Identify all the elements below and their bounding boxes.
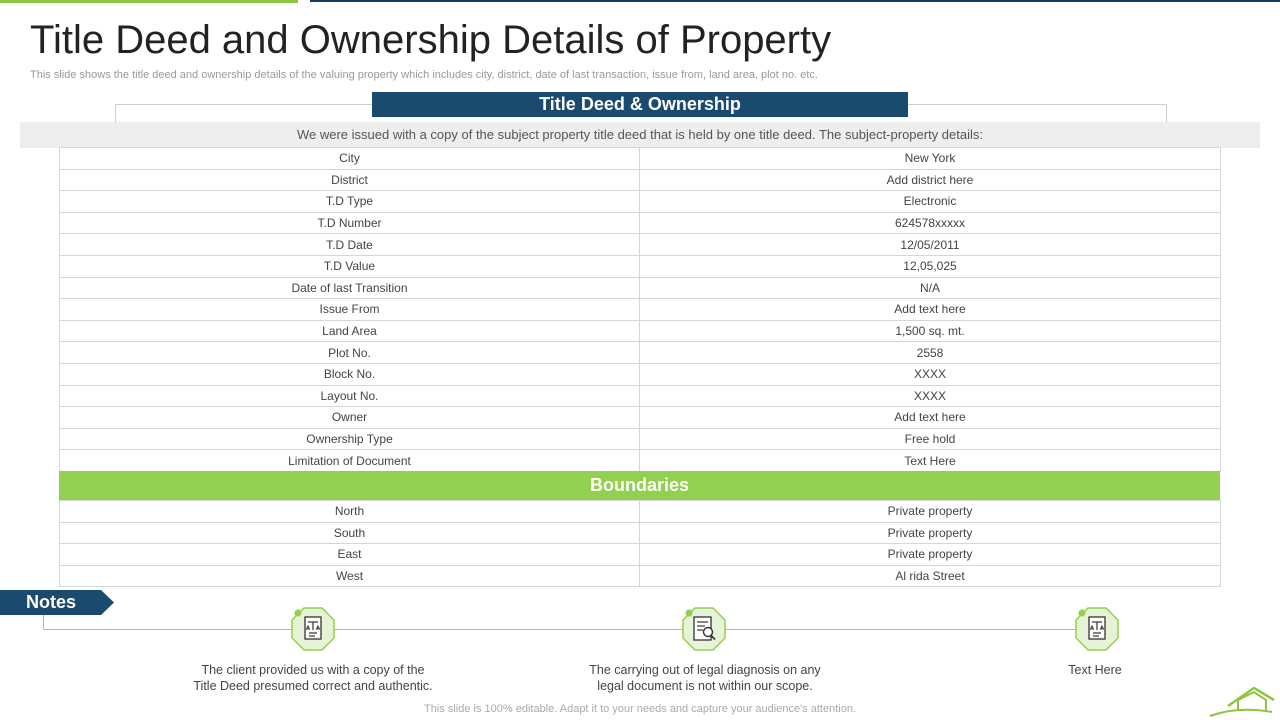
- detail-value: Add district here: [639, 168, 1221, 192]
- legal-document-icon: [291, 607, 335, 651]
- boundary-value: Private property: [639, 543, 1221, 566]
- boundary-value: Al rida Street: [639, 564, 1221, 588]
- boundaries-table: North Private property South Private prope…: [59, 500, 1221, 588]
- detail-value: Add text here: [639, 406, 1221, 429]
- table-row: Block No. XXXX: [59, 362, 1221, 386]
- table-row: T.D Type Electronic: [59, 190, 1221, 213]
- detail-label: Block No.: [59, 362, 640, 386]
- note-line: The client provided us with a copy of th…: [201, 663, 425, 677]
- detail-value: 2558: [639, 341, 1221, 364]
- detail-label: Issue From: [59, 298, 640, 321]
- note-line: Text Here: [1068, 663, 1122, 677]
- table-row: Plot No. 2558: [59, 341, 1221, 364]
- detail-label: Ownership Type: [59, 427, 640, 451]
- note-line: The carrying out of legal diagnosis on a…: [589, 663, 821, 677]
- details-table: City New York District Add district here T…: [59, 147, 1221, 472]
- detail-value: Add text here: [639, 298, 1221, 321]
- table-row: T.D Number 624578xxxxx: [59, 211, 1221, 235]
- table-row: Land Area 1,500 sq. mt.: [59, 319, 1221, 343]
- note-item: The carrying out of legal diagnosis on a…: [555, 662, 855, 694]
- detail-value: 624578xxxxx: [639, 211, 1221, 235]
- detail-label: T.D Number: [59, 211, 640, 235]
- note-item: The client provided us with a copy of th…: [163, 662, 463, 694]
- boundaries-header: Boundaries: [59, 471, 1220, 500]
- detail-value: Text Here: [639, 449, 1221, 472]
- table-row: Layout No. XXXX: [59, 384, 1221, 408]
- top-accent-navy: [310, 0, 1280, 2]
- table-row: North Private property: [59, 500, 1221, 523]
- note-line: Title Deed presumed correct and authenti…: [193, 679, 433, 693]
- table-row: Owner Add text here: [59, 406, 1221, 429]
- detail-value: New York: [639, 147, 1221, 170]
- house-logo-icon: [1209, 686, 1275, 717]
- table-row: Issue From Add text here: [59, 298, 1221, 321]
- detail-value: XXXX: [639, 362, 1221, 386]
- document-search-icon: [682, 607, 726, 651]
- detail-value: N/A: [639, 276, 1221, 300]
- table-row: Ownership Type Free hold: [59, 427, 1221, 451]
- page-subtitle: This slide shows the title deed and owne…: [30, 69, 818, 81]
- boundary-value: Private property: [639, 500, 1221, 523]
- detail-label: Layout No.: [59, 384, 640, 408]
- table-row: T.D Value 12,05,025: [59, 254, 1221, 278]
- table-row: T.D Date 12/05/2011: [59, 233, 1221, 256]
- detail-label: Plot No.: [59, 341, 640, 364]
- footer-note: This slide is 100% editable. Adapt it to…: [424, 703, 856, 715]
- intro-text: We were issued with a copy of the subjec…: [20, 122, 1260, 148]
- table-row: West Al rida Street: [59, 564, 1221, 588]
- table-row: Limitation of Document Text Here: [59, 449, 1221, 472]
- notes-tag: Notes: [0, 590, 114, 615]
- table-row: City New York: [59, 147, 1221, 170]
- detail-label: City: [59, 147, 640, 170]
- boundary-label: North: [59, 500, 640, 523]
- detail-value: Electronic: [639, 190, 1221, 213]
- page-title: Title Deed and Ownership Details of Prop…: [30, 18, 832, 62]
- detail-label: Date of last Transition: [59, 276, 640, 300]
- detail-value: 1,500 sq. mt.: [639, 319, 1221, 343]
- table-row: East Private property: [59, 543, 1221, 566]
- notes-connector: [43, 615, 44, 629]
- detail-value: 12/05/2011: [639, 233, 1221, 256]
- detail-value: XXXX: [639, 384, 1221, 408]
- table-row: Date of last Transition N/A: [59, 276, 1221, 300]
- detail-label: T.D Value: [59, 254, 640, 278]
- top-accent-green: [0, 0, 298, 3]
- legal-document-icon: [1075, 607, 1119, 651]
- table-row: South Private property: [59, 521, 1221, 545]
- note-item: Text Here: [1010, 662, 1180, 678]
- title-deed-header: Title Deed & Ownership: [372, 92, 908, 117]
- notes-timeline: [43, 629, 1098, 630]
- detail-value: Free hold: [639, 427, 1221, 451]
- detail-label: T.D Date: [59, 233, 640, 256]
- boundary-label: West: [59, 564, 640, 588]
- detail-value: 12,05,025: [639, 254, 1221, 278]
- detail-label: District: [59, 168, 640, 192]
- detail-label: T.D Type: [59, 190, 640, 213]
- table-row: District Add district here: [59, 168, 1221, 192]
- detail-label: Limitation of Document: [59, 449, 640, 472]
- detail-label: Owner: [59, 406, 640, 429]
- boundary-label: East: [59, 543, 640, 566]
- detail-label: Land Area: [59, 319, 640, 343]
- note-line: legal document is not within our scope.: [597, 679, 813, 693]
- boundary-value: Private property: [639, 521, 1221, 545]
- boundary-label: South: [59, 521, 640, 545]
